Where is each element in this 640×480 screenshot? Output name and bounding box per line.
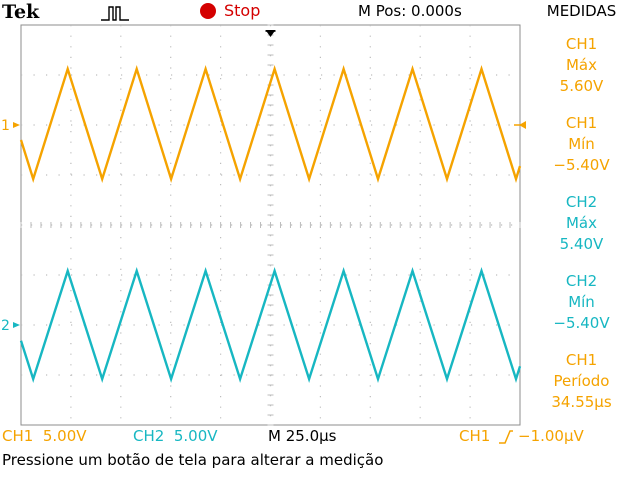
timebase-readout: M 25.0µs bbox=[268, 427, 337, 445]
measurement-2[interactable]: CH1 Mín −5.40V bbox=[523, 109, 640, 183]
measurement-value: −5.40V bbox=[553, 156, 610, 174]
measurement-type: Mín bbox=[568, 135, 595, 153]
measurement-channel: CH2 bbox=[565, 193, 598, 211]
measurement-channel: CH1 bbox=[565, 114, 598, 132]
measurement-3[interactable]: CH2 Máx 5.40V bbox=[523, 188, 640, 262]
measurement-value: 34.55µs bbox=[551, 393, 612, 411]
measurement-5[interactable]: CH1 Período 34.55µs bbox=[523, 346, 640, 420]
horizontal-position-readout: M Pos: 0.000s bbox=[358, 2, 462, 20]
trace-ch1 bbox=[19, 64, 522, 184]
measurement-type: Mín bbox=[568, 293, 595, 311]
ch1-scale-readout: CH1 5.00V bbox=[2, 427, 87, 445]
status-message: Pressione um botão de tela para alterar … bbox=[2, 451, 384, 469]
stop-indicator-icon bbox=[200, 3, 216, 19]
measurement-channel: CH1 bbox=[565, 351, 598, 369]
brand-logo: Tek bbox=[2, 1, 40, 23]
trace-ch2 bbox=[19, 267, 522, 383]
channel-2-ground-marker: 2 bbox=[1, 318, 10, 334]
measurement-value: 5.40V bbox=[559, 235, 604, 253]
measurement-channel: CH1 bbox=[565, 35, 598, 53]
measurement-type: Máx bbox=[565, 56, 597, 74]
channel-marker-arrow-icon bbox=[13, 122, 20, 128]
measurement-channel: CH2 bbox=[565, 272, 598, 290]
trigger-level-readout: −1.00µV bbox=[518, 427, 584, 445]
channel-settings-bar: CH1 5.00V CH2 5.00V M 25.0µs CH1 −1.00µV bbox=[0, 427, 640, 447]
trigger-pulse-icon bbox=[101, 6, 129, 21]
measurement-1[interactable]: CH1 Máx 5.60V bbox=[523, 30, 640, 104]
top-status-bar: Tek Stop M Pos: 0.000s bbox=[0, 0, 640, 24]
measurement-value: −5.40V bbox=[553, 314, 610, 332]
side-menu-title: MEDIDAS bbox=[546, 2, 617, 20]
measurement-type: Período bbox=[553, 372, 610, 390]
measurement-value: 5.60V bbox=[559, 77, 604, 95]
trigger-source-readout: CH1 bbox=[459, 427, 491, 445]
measurement-4[interactable]: CH2 Mín −5.40V bbox=[523, 267, 640, 341]
measurement-type: Máx bbox=[565, 214, 597, 232]
trigger-rising-edge-icon bbox=[499, 430, 513, 444]
ch2-scale-readout: CH2 5.00V bbox=[133, 427, 218, 445]
channel-marker-arrow-icon bbox=[13, 322, 20, 328]
channel-1-ground-marker: 1 bbox=[1, 118, 10, 134]
run-state-label: Stop bbox=[224, 1, 261, 20]
